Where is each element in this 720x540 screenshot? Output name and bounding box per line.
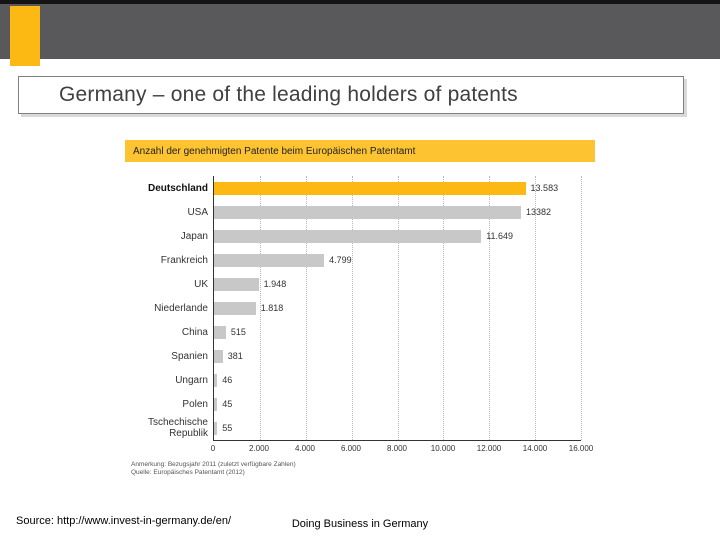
category-label: Spanien: [171, 351, 208, 362]
gridline: [351, 176, 353, 440]
value-label: 46: [222, 375, 233, 385]
x-tick-label: 0: [210, 444, 216, 453]
gridline: [443, 176, 445, 440]
bar-niederlande: [214, 301, 256, 315]
value-label: 13.583: [530, 183, 559, 193]
x-tick-label: 4.000: [294, 444, 316, 453]
chart-footnote: Quelle: Europäisches Patentamt (2012): [131, 469, 245, 476]
value-label: 515: [230, 327, 246, 337]
category-label: Ungarn: [175, 375, 208, 386]
gridline: [489, 176, 491, 440]
gridline: [305, 176, 307, 440]
top-band: [0, 0, 720, 59]
gridline: [397, 176, 399, 440]
value-label: 1.948: [263, 279, 287, 289]
value-label: 13382: [525, 207, 551, 217]
value-label: 55: [222, 423, 233, 433]
chart-body: Deutschland 13.583 USA 13382 Japan 11.649 Fran…: [125, 162, 595, 477]
value-label: 381: [227, 351, 243, 361]
category-label: Tschechische Republik: [147, 417, 208, 439]
bar-polen: [214, 397, 218, 411]
category-label: Deutschland: [147, 183, 208, 194]
value-label: 11.649: [486, 231, 514, 241]
x-tick-label: 2.000: [248, 444, 270, 453]
slide-title-box: Germany – one of the leading holders of …: [18, 76, 684, 114]
bar-frankreich: [214, 253, 325, 267]
x-tick-label: 8.000: [386, 444, 408, 453]
bar-usa: [214, 205, 521, 219]
category-label: Japan: [180, 231, 208, 242]
category-label: China: [181, 327, 208, 338]
bar-tschechische-republik: [214, 421, 218, 435]
patent-chart: Anzahl der genehmigten Patente beim Euro…: [125, 140, 595, 477]
bar-china: [214, 325, 226, 339]
page-title: Germany – one of the leading holders of …: [59, 83, 518, 106]
x-tick-label: 12.000: [476, 444, 502, 453]
bar-uk: [214, 277, 259, 291]
chart-x-axis: 0 2.000 4.000 6.000 8.000 10.000 12.000 14.000 1…: [210, 441, 593, 455]
gridline: [581, 176, 582, 440]
gridline: [259, 176, 261, 440]
x-tick-label: 14.000: [522, 444, 548, 453]
value-label: 1.818: [260, 303, 284, 313]
bar-ungarn: [214, 373, 218, 387]
bar-japan: [214, 229, 482, 243]
chart-title: Anzahl der genehmigten Patente beim Euro…: [125, 140, 595, 162]
gridline: [535, 176, 537, 440]
category-label: Frankreich: [160, 255, 208, 266]
x-tick-label: 16.000: [568, 444, 594, 453]
category-label: Polen: [182, 399, 208, 410]
value-label: 45: [222, 399, 233, 409]
x-tick-label: 6.000: [340, 444, 362, 453]
value-label: 4.799: [329, 255, 352, 265]
category-label: Niederlande: [154, 303, 208, 314]
footer-text: Doing Business in Germany: [291, 518, 429, 530]
chart-footnotes: Anmerkung: Bezugsjahr 2011 (zuletzt verf…: [131, 461, 595, 477]
bar-deutschland: [214, 181, 526, 195]
chart-plot: Deutschland 13.583 USA 13382 Japan 11.649 Fran…: [148, 176, 582, 441]
x-tick-label: 10.000: [430, 444, 456, 453]
bar-spanien: [214, 349, 223, 363]
accent-block: [10, 6, 40, 66]
category-label: UK: [194, 279, 208, 290]
chart-footnote: Anmerkung: Bezugsjahr 2011 (zuletzt verf…: [131, 461, 296, 468]
category-label: USA: [187, 207, 208, 218]
source-link[interactable]: Source: http://www.invest-in-germany.de/…: [16, 515, 232, 527]
